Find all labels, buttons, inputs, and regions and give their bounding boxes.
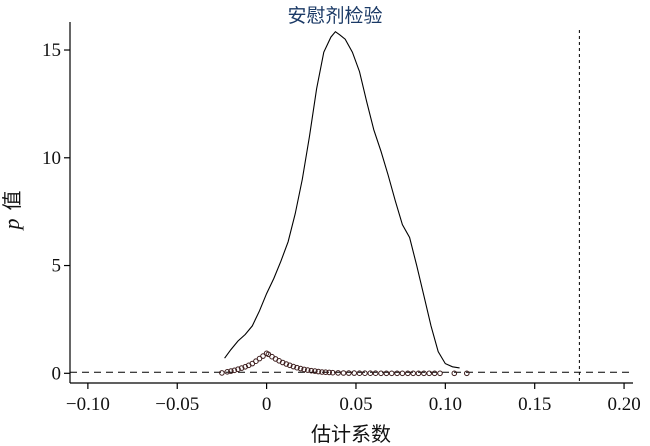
x-tick-label: −0.05	[155, 394, 199, 415]
p-value-point	[312, 368, 318, 374]
x-tick-label: 0.20	[607, 394, 640, 415]
p-value-point	[304, 367, 311, 373]
p-value-point	[238, 365, 245, 371]
p-value-point	[219, 370, 225, 376]
p-value-point	[287, 362, 293, 369]
x-tick-label: 0.05	[339, 394, 372, 415]
data-series	[219, 30, 470, 377]
p-value-point	[301, 366, 307, 373]
p-value-point	[290, 363, 297, 370]
kernel-density-line	[224, 30, 460, 369]
x-tick-label: 0.10	[429, 394, 462, 415]
y-tick-label: 5	[52, 256, 62, 277]
y-tick-label: 10	[42, 148, 61, 169]
p-value-point	[415, 370, 422, 377]
y-axis-ticks: 0 5 10 15	[42, 40, 70, 384]
p-value-point	[399, 370, 406, 377]
y-axis-label-text: 值	[0, 191, 24, 211]
p-value-point	[297, 365, 304, 372]
p-value-point	[308, 367, 315, 374]
plot-area: −0.10 −0.05 0 0.05 0.10 0.15 0.20 0 5 10 15	[42, 22, 641, 415]
p-value-point	[421, 370, 427, 377]
p-value-point	[283, 361, 290, 367]
p-value-point	[326, 369, 333, 376]
p-value-point	[231, 367, 238, 374]
p-value-point	[388, 370, 395, 377]
p-value-point	[394, 370, 400, 377]
p-value-point	[372, 370, 379, 377]
x-tick-label: 0	[262, 394, 272, 415]
p-value-point	[362, 370, 368, 377]
p-value-point	[235, 366, 241, 373]
p-value-point	[228, 368, 234, 374]
p-value-point	[367, 370, 374, 377]
x-axis-ticks: −0.10 −0.05 0 0.05 0.10 0.15 0.20	[66, 383, 641, 415]
y-tick-label: 15	[42, 40, 61, 61]
p-value-point	[346, 370, 352, 376]
p-value-point	[410, 370, 417, 377]
p-value-point	[405, 370, 411, 377]
chart-title: 安慰剂检验	[287, 5, 382, 27]
y-axis-label-italic: p	[0, 219, 24, 232]
p-value-point	[426, 370, 433, 377]
p-value-point	[431, 370, 438, 377]
p-value-point	[253, 358, 259, 365]
p-value-point	[378, 370, 384, 377]
x-axis-label: 估计系数	[311, 422, 391, 446]
reference-lines	[70, 30, 633, 383]
p-value-point	[322, 369, 329, 376]
y-tick-label: 0	[52, 363, 62, 384]
p-value-point	[329, 369, 336, 376]
p-value-point	[464, 370, 470, 377]
x-tick-label: −0.10	[66, 394, 110, 415]
y-axis-label: p 值	[0, 191, 24, 232]
p-value-point	[451, 370, 458, 377]
p-value-point	[383, 370, 390, 377]
p-value-point	[437, 370, 443, 377]
p-value-point	[335, 370, 341, 376]
p-value-point	[340, 370, 347, 376]
p-value-point	[294, 364, 300, 371]
p-value-point	[224, 369, 231, 375]
p-value-point	[260, 353, 266, 359]
p-value-point	[351, 370, 358, 376]
x-tick-label: 0.15	[518, 394, 551, 415]
p-value-point	[315, 368, 322, 375]
p-value-point	[356, 370, 363, 377]
svg-text:p 值: p 值	[0, 191, 24, 232]
p-value-point	[319, 369, 325, 375]
